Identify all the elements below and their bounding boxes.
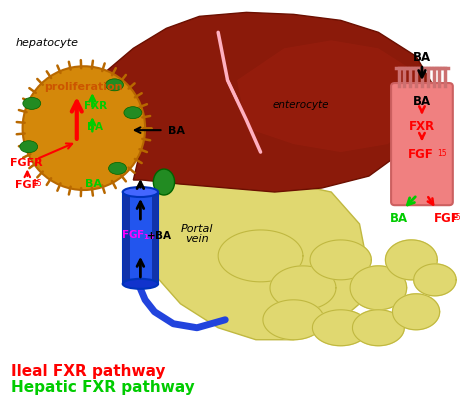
Text: BA: BA bbox=[413, 94, 431, 107]
Polygon shape bbox=[237, 41, 426, 153]
Text: enterocyte: enterocyte bbox=[273, 99, 329, 109]
Text: Hepatic FXR pathway: Hepatic FXR pathway bbox=[11, 379, 194, 394]
Text: BA: BA bbox=[87, 122, 103, 132]
Ellipse shape bbox=[106, 80, 123, 91]
Text: Portal: Portal bbox=[181, 223, 213, 233]
Polygon shape bbox=[312, 310, 369, 346]
Text: 4: 4 bbox=[36, 157, 41, 166]
Text: Ileal FXR pathway: Ileal FXR pathway bbox=[11, 363, 165, 379]
Text: 15: 15 bbox=[438, 148, 447, 158]
FancyBboxPatch shape bbox=[391, 84, 453, 206]
Polygon shape bbox=[153, 192, 158, 284]
Polygon shape bbox=[310, 240, 371, 280]
Text: BA: BA bbox=[413, 51, 431, 64]
Text: BA: BA bbox=[168, 126, 185, 136]
Polygon shape bbox=[414, 264, 456, 296]
Ellipse shape bbox=[124, 107, 142, 119]
Text: FGF: FGF bbox=[408, 148, 434, 160]
Text: FGFR: FGFR bbox=[10, 158, 43, 168]
Text: proliferation: proliferation bbox=[45, 82, 123, 92]
Polygon shape bbox=[392, 294, 439, 330]
Ellipse shape bbox=[123, 279, 158, 289]
Polygon shape bbox=[270, 266, 336, 310]
Polygon shape bbox=[353, 310, 404, 346]
Text: FXR: FXR bbox=[409, 120, 435, 133]
Text: FGF: FGF bbox=[15, 179, 39, 189]
Polygon shape bbox=[143, 180, 369, 340]
Ellipse shape bbox=[23, 67, 145, 190]
Ellipse shape bbox=[154, 170, 174, 196]
Text: BA: BA bbox=[85, 178, 102, 188]
Text: hepatocyte: hepatocyte bbox=[16, 38, 79, 48]
Text: 15: 15 bbox=[32, 178, 42, 187]
Ellipse shape bbox=[123, 188, 158, 198]
Text: $\mathbf{FGF_{15}}$: $\mathbf{FGF_{15}}$ bbox=[121, 227, 155, 241]
Text: $\mathbf{+BA}$: $\mathbf{+BA}$ bbox=[146, 228, 173, 240]
Polygon shape bbox=[218, 230, 303, 282]
Text: FXR: FXR bbox=[83, 101, 107, 111]
Polygon shape bbox=[385, 240, 438, 280]
Polygon shape bbox=[123, 192, 158, 284]
Text: 15: 15 bbox=[451, 213, 460, 222]
Ellipse shape bbox=[23, 98, 41, 110]
Ellipse shape bbox=[109, 163, 127, 175]
Polygon shape bbox=[350, 266, 407, 310]
Ellipse shape bbox=[20, 142, 37, 153]
Text: vein: vein bbox=[185, 233, 209, 243]
Polygon shape bbox=[123, 192, 130, 284]
Polygon shape bbox=[105, 13, 435, 192]
Text: FGF: FGF bbox=[434, 212, 460, 225]
Polygon shape bbox=[263, 300, 324, 340]
Text: BA: BA bbox=[390, 212, 408, 225]
